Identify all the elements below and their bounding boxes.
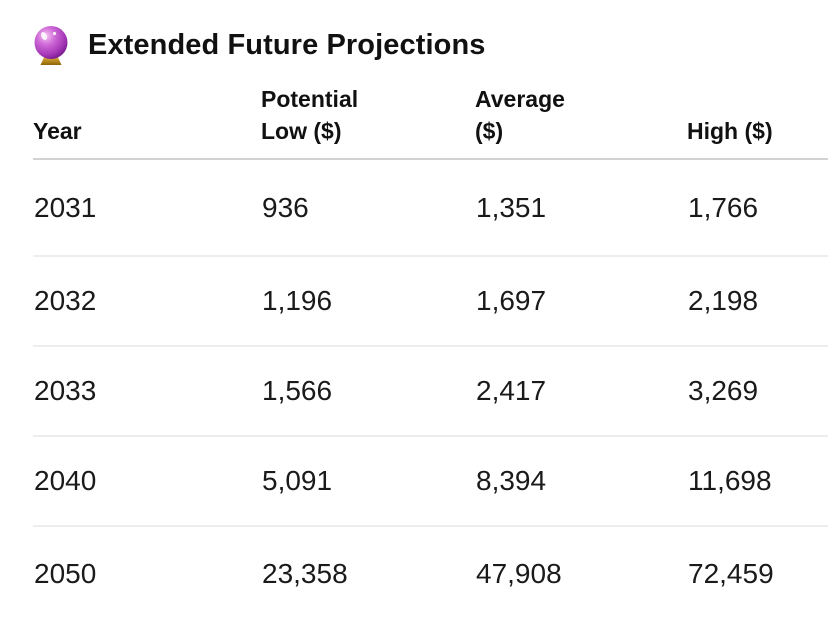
table-row: 2050 23,358 47,908 72,459 — [33, 526, 828, 620]
average-cell: 2,417 — [475, 346, 687, 437]
average-cell: 8,394 — [475, 436, 687, 527]
header-line: Low ($) — [261, 118, 342, 144]
table-row: 2040 5,091 8,394 11,698 — [33, 436, 828, 527]
column-header-year: Year — [33, 68, 261, 160]
high-cell: 11,698 — [687, 436, 828, 527]
projections-table: Year Potential Low ($) Average ($) High … — [33, 68, 828, 620]
column-header-high: High ($) — [687, 68, 828, 160]
low-cell: 1,566 — [261, 346, 475, 437]
header-line: ($) — [475, 118, 504, 144]
section-title: Extended Future Projections — [0, 22, 828, 68]
table-row: 2031 936 1,351 1,766 — [33, 159, 828, 257]
year-cell: 2050 — [34, 557, 97, 589]
high-cell: 2,198 — [687, 256, 828, 347]
header-line: Average — [475, 86, 565, 112]
column-header-potential-low: Potential Low ($) — [261, 68, 475, 160]
average-cell: 1,351 — [475, 159, 687, 257]
header-line: High ($) — [687, 118, 773, 144]
section-title-text: Extended Future Projections — [88, 28, 486, 61]
column-header-average: Average ($) — [475, 68, 687, 160]
year-cell: 2031 — [33, 159, 261, 257]
projections-section: Extended Future Projections Year Potenti… — [0, 22, 828, 641]
year-cell: 2040 — [33, 436, 261, 527]
low-cell: 936 — [261, 159, 475, 257]
header-line: Potential — [261, 86, 359, 112]
year-cell: 2033 — [33, 346, 261, 437]
crystal-ball-icon — [33, 25, 69, 65]
low-cell: 5,091 — [261, 436, 475, 527]
average-cell: 47,908 — [476, 557, 562, 589]
high-cell: 1,766 — [687, 159, 828, 257]
low-cell: 23,358 — [262, 557, 348, 589]
table-header-row: Year Potential Low ($) Average ($) High … — [33, 68, 828, 160]
table-row: 2032 1,196 1,697 2,198 — [33, 256, 828, 347]
high-cell: 3,269 — [687, 346, 828, 437]
year-cell: 2032 — [33, 256, 261, 347]
average-cell: 1,697 — [475, 256, 687, 347]
table-row: 2033 1,566 2,417 3,269 — [33, 346, 828, 437]
low-cell: 1,196 — [261, 256, 475, 347]
high-cell: 72,459 — [688, 557, 774, 589]
header-line: Year — [33, 118, 82, 144]
